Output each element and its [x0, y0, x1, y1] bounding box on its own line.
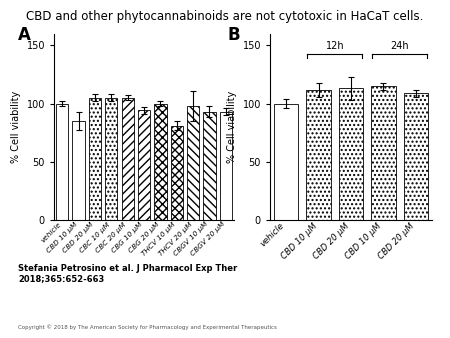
Y-axis label: % Cell viability: % Cell viability [11, 91, 21, 163]
Bar [154, 103, 166, 220]
Y-axis label: % Cell viability: % Cell viability [227, 91, 237, 163]
Bar [404, 93, 428, 220]
Text: CBD and other phytocannabinoids are not cytotoxic in HaCaT cells.: CBD and other phytocannabinoids are not … [26, 10, 424, 23]
Bar [72, 121, 85, 220]
Bar [220, 112, 232, 220]
Bar [371, 86, 396, 220]
Text: B: B [228, 26, 240, 44]
Text: Copyright © 2018 by The American Society for Pharmacology and Experimental Thera: Copyright © 2018 by The American Society… [18, 324, 277, 330]
Bar [56, 103, 68, 220]
Bar [105, 98, 117, 220]
Bar [274, 103, 298, 220]
Bar [187, 106, 199, 220]
Bar [89, 98, 101, 220]
Bar [122, 98, 134, 220]
Text: A: A [18, 26, 31, 44]
Bar [138, 111, 150, 220]
Text: 24h: 24h [390, 41, 409, 51]
Bar [203, 112, 216, 220]
Text: Stefania Petrosino et al. J Pharmacol Exp Ther
2018;365:652-663: Stefania Petrosino et al. J Pharmacol Ex… [18, 264, 237, 283]
Bar [171, 126, 183, 220]
Text: 12h: 12h [325, 41, 344, 51]
Bar [339, 89, 363, 220]
Bar [306, 90, 331, 220]
